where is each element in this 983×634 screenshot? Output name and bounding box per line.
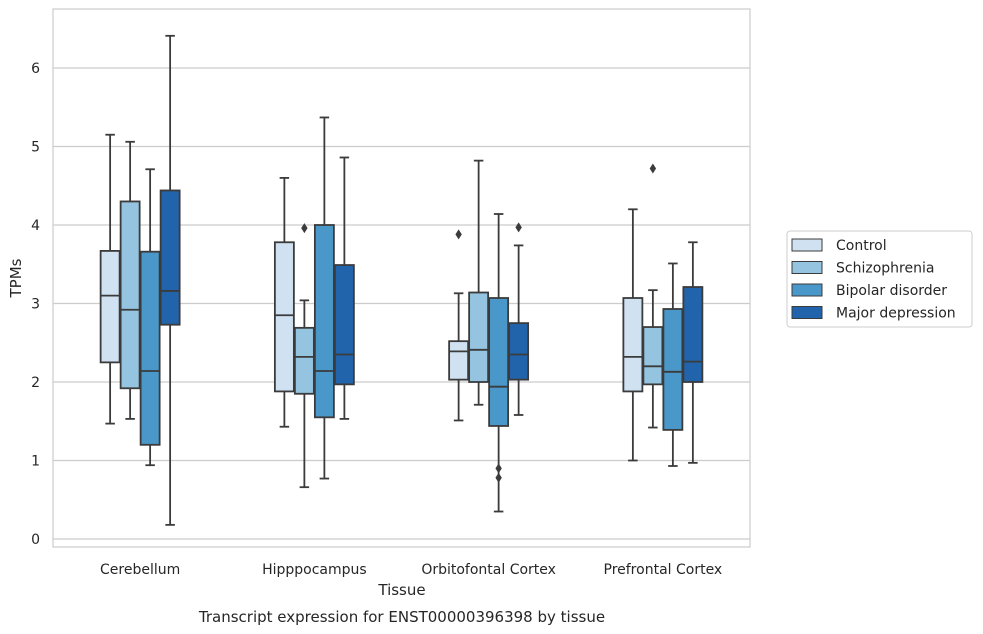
box-0-1 [119, 140, 141, 420]
x-tick-label: Prefrontal Cortex [604, 562, 723, 578]
y-tick-label: 6 [31, 61, 40, 77]
box-iqr [99, 250, 121, 364]
box-iqr [488, 297, 510, 427]
legend-swatch [791, 283, 823, 297]
x-axis-title: Tissue [377, 581, 425, 599]
box-3-0 [622, 208, 644, 462]
box-iqr [662, 308, 684, 431]
box-3-3 [682, 241, 704, 464]
legend-swatch [791, 306, 823, 319]
box-1-0 [273, 176, 295, 428]
outlier-point [649, 163, 657, 174]
outlier-point [495, 472, 502, 483]
y-tick-label: 1 [31, 454, 40, 470]
box-iqr [273, 241, 295, 393]
box-iqr [293, 326, 315, 395]
box-3-1 [642, 163, 664, 429]
legend-label: Control [836, 238, 887, 254]
box-iqr [139, 250, 161, 446]
y-tick-label: 4 [31, 218, 40, 234]
legend: Control Schizophrenia Bipolar disorder Majo… [786, 230, 973, 328]
outlier-point [495, 463, 502, 474]
box-1-2 [313, 116, 335, 480]
legend-label: Schizophrenia [836, 261, 934, 277]
legend-label: Major depression [836, 306, 956, 322]
plot-area-frame [52, 8, 751, 548]
outlier-point [455, 229, 462, 240]
x-tick-label: Orbitofontal Cortex [421, 562, 556, 578]
box-iqr [642, 326, 664, 386]
box-2-2 [488, 213, 510, 513]
box-1-3 [333, 156, 355, 420]
box-3-2 [662, 262, 684, 467]
box-2-0 [448, 229, 470, 422]
box-iqr [682, 286, 704, 383]
y-axis-title: TPMs [7, 258, 25, 298]
box-iqr [508, 322, 530, 381]
box-1-1 [293, 223, 315, 489]
box-0-2 [139, 168, 161, 467]
legend-label: Bipolar disorder [836, 283, 947, 299]
box-iqr [448, 340, 470, 381]
box-iqr [622, 297, 644, 393]
legend-swatch [791, 238, 823, 252]
box-2-3 [508, 222, 530, 416]
box-0-0 [99, 133, 121, 425]
y-tick-label: 0 [31, 532, 40, 548]
box-iqr [159, 189, 181, 326]
y-tick-label: 5 [31, 140, 40, 156]
chart-caption: Transcript expression for ENST0000039639… [198, 608, 605, 626]
box-iqr [313, 224, 335, 419]
box-iqr [333, 264, 355, 386]
x-axis-ticks: Cerebellum Hipppocampus Orbitofontal Corte… [100, 562, 722, 578]
box-iqr [468, 291, 490, 383]
y-tick-label: 3 [31, 297, 40, 313]
x-tick-label: Cerebellum [100, 562, 180, 578]
y-axis-ticks: 0 1 2 3 4 5 6 [31, 61, 40, 548]
legend-swatch [791, 261, 823, 274]
box-0-3 [159, 34, 181, 526]
legend-frame [786, 230, 973, 328]
box-iqr [119, 200, 141, 390]
x-tick-label: Hipppocampus [262, 562, 367, 578]
outlier-point [301, 223, 308, 234]
y-tick-label: 2 [31, 375, 40, 391]
outlier-point [515, 222, 522, 233]
box-2-1 [468, 159, 490, 406]
box-plots [99, 34, 704, 526]
